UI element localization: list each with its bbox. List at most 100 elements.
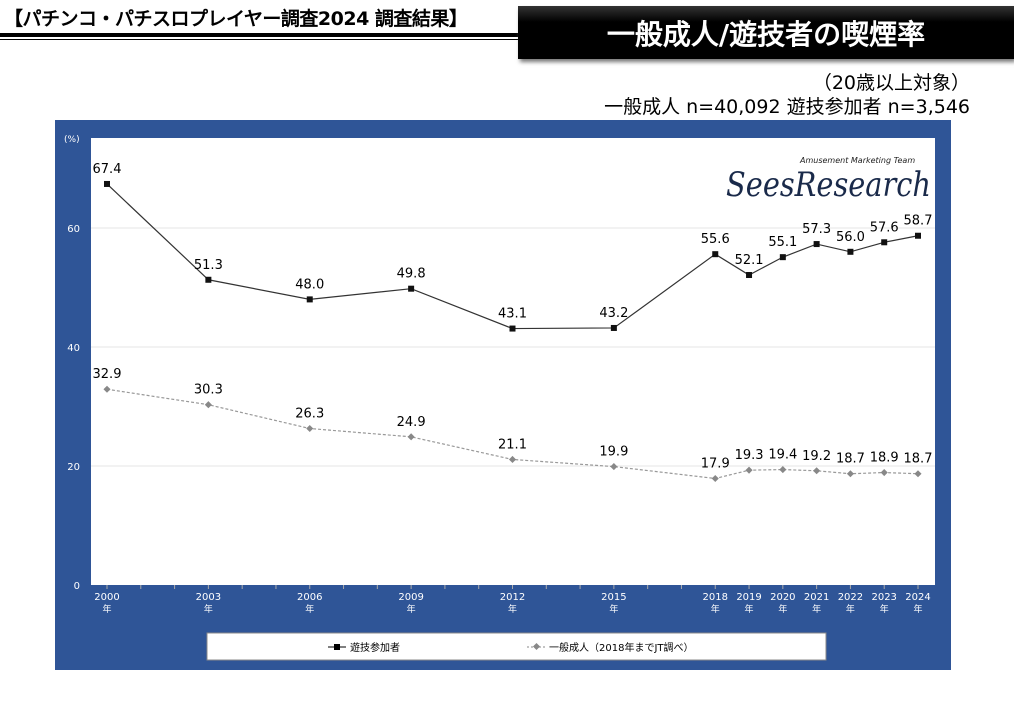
x-tick-suffix: 年 [880,603,889,615]
data-point-players [847,248,854,255]
x-tick-suffix: 年 [102,603,111,615]
plot-area [91,138,935,585]
data-point-adults [846,470,854,478]
x-tick-suffix: 年 [204,603,213,615]
x-tick-label: 2012 [500,592,525,603]
data-label-players: 57.3 [802,222,831,237]
y-axis-label: (%) [64,135,80,145]
data-label-adults: 18.7 [836,452,865,467]
data-label-adults: 18.7 [904,452,933,467]
logo-tagline: Amusement Marketing Team [799,156,915,165]
chart-title: 一般成人/遊技者の喫煙率 [518,6,1014,59]
data-label-adults: 26.3 [295,407,324,422]
legend-item-adults: 一般成人（2018年までJT調べ） [527,641,694,654]
x-tick-label: 2006 [297,592,322,603]
data-label-players: 56.0 [836,230,865,245]
data-label-players: 67.4 [93,162,122,177]
data-label-adults: 19.9 [599,445,628,460]
x-tick-label: 2000 [94,592,119,603]
x-tick-suffix: 年 [609,603,618,615]
y-tick-label: 20 [67,462,80,473]
x-tick-label: 2009 [398,592,423,603]
data-point-adults [103,385,111,393]
legend-label-adults: 一般成人（2018年までJT調べ） [549,641,694,654]
data-point-adults [745,466,753,474]
data-point-players [104,180,110,187]
data-point-players [205,276,212,283]
data-label-players: 52.1 [735,253,764,268]
data-label-players: 43.2 [599,306,628,321]
data-label-adults: 19.2 [802,449,831,464]
data-point-adults [914,470,922,478]
data-point-adults [407,433,415,441]
data-label-adults: 18.9 [870,451,899,466]
x-tick-suffix: 年 [913,603,922,615]
data-point-players [881,239,888,246]
data-label-adults: 19.3 [735,448,764,463]
sample-sizes: 一般成人 n=40,092 遊技参加者 n=3,546 [604,96,970,118]
data-point-adults [204,401,212,409]
data-point-adults [610,463,618,471]
header-rule [0,33,520,37]
data-label-adults: 30.3 [194,383,223,398]
x-tick-suffix: 年 [812,603,821,615]
data-label-adults: 21.1 [498,437,527,452]
data-label-players: 55.1 [768,235,797,250]
data-label-adults: 32.9 [93,367,122,382]
data-point-players [915,232,921,239]
chart-title-text: 一般成人/遊技者の喫煙率 [606,17,926,51]
legend [206,632,827,661]
x-tick-label: 2022 [838,592,863,603]
data-point-adults [306,424,314,433]
x-tick-label: 2015 [601,592,626,603]
x-tick-label: 2020 [770,592,795,603]
x-tick-suffix: 年 [508,603,517,615]
data-point-players [779,254,786,261]
data-point-players [746,272,753,279]
data-label-players: 49.8 [397,267,426,282]
data-label-players: 55.6 [701,232,730,247]
logo: Amusement Marketing Team SeesResearch [726,156,931,205]
data-label-players: 51.3 [194,258,223,273]
x-tick-suffix: 年 [778,603,787,615]
x-tick-label: 2018 [703,592,728,603]
y-tick-label: 60 [67,224,80,235]
x-tick-label: 2003 [196,592,221,603]
data-label-adults: 17.9 [701,456,730,471]
y-tick-label: 40 [67,343,80,354]
data-point-players [509,325,516,332]
data-label-players: 57.6 [870,220,899,235]
x-tick-label: 2019 [736,592,761,603]
data-point-adults [711,474,719,483]
x-tick-label: 2024 [905,592,930,603]
x-tick-suffix: 年 [711,603,720,615]
y-tick-label: 0 [74,581,80,592]
x-tick-suffix: 年 [846,603,855,615]
legend-item-players: 遊技参加者 [328,641,400,654]
data-point-players [712,251,719,258]
data-point-players [306,296,313,303]
data-point-players [610,324,617,331]
data-point-players [408,285,415,292]
x-tick-label: 2023 [871,592,896,603]
x-tick-suffix: 年 [745,603,754,615]
header-rule-thin [0,39,520,40]
data-point-adults [508,455,517,463]
x-tick-suffix: 年 [407,603,416,615]
x-tick-suffix: 年 [305,603,314,615]
data-point-adults [813,467,821,475]
data-label-players: 58.7 [904,214,933,229]
data-point-adults [779,466,787,474]
data-point-players [813,241,820,248]
data-label-adults: 24.9 [397,415,426,430]
target-note: （20歳以上対象） [812,72,970,94]
survey-title: 【パチンコ・パチスロプレイヤー調査2024 調査結果】 [4,8,468,30]
data-point-adults [880,469,888,477]
data-label-adults: 19.4 [768,448,797,463]
logo-name: SeesResearch [726,165,931,205]
legend-label-players: 遊技参加者 [350,641,400,654]
data-label-players: 43.1 [498,307,527,322]
x-tick-label: 2021 [804,592,829,603]
data-label-players: 48.0 [295,277,324,292]
